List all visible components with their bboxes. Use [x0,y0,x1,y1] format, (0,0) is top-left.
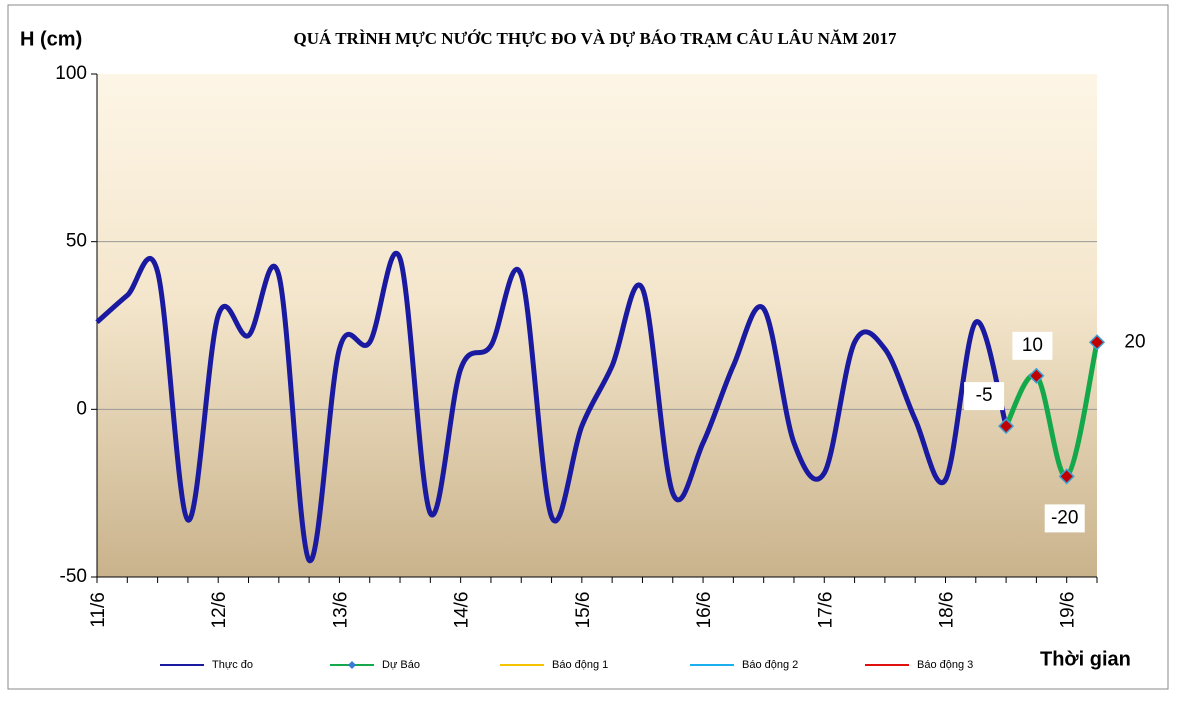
y-tick-label: 0 [76,398,87,419]
legend-label: Báo động 2 [742,659,798,671]
data-label-bg [964,382,1005,411]
y-axis-title: H (cm) [20,28,82,50]
y-tick-label: 100 [55,63,87,84]
point-marker [1088,334,1106,351]
data-label: -20 [1051,507,1078,528]
point-marker [1028,367,1045,384]
x-tick-label: 18/6 [937,592,958,629]
x-tick-label: 16/6 [694,592,715,629]
legend-label: Thực đo [212,659,253,671]
x-tick-label: 12/6 [209,592,230,629]
data-label: 10 [1022,335,1043,356]
x-tick-label: 17/6 [815,592,836,629]
x-axis-title: Thời gian [1040,648,1131,670]
legend-label: Dự Báo [382,659,420,671]
x-tick-label: 15/6 [573,592,594,629]
x-tick-label: 11/6 [88,592,109,628]
series-line [95,250,1009,563]
data-label-bg [1012,331,1053,360]
legend-label: Báo động 3 [917,659,973,671]
point-marker [998,418,1015,435]
plot-area [97,74,1097,577]
legend-marker [348,661,356,669]
y-tick-label: -50 [60,566,87,587]
data-label: 20 [1124,331,1145,352]
data-label: -5 [976,385,993,406]
point-marker [1058,468,1075,485]
data-label-bg [1115,328,1155,357]
data-label-bg [1044,504,1085,533]
x-tick-label: 13/6 [330,592,351,629]
legend-label: Báo động 1 [552,659,608,671]
series-line [1003,341,1100,479]
x-tick-label: 14/6 [452,592,473,629]
chart-title: QUÁ TRÌNH MỰC NƯỚC THỰC ĐO VÀ DỰ BÁO TRẠ… [293,29,897,48]
y-tick-label: 50 [66,231,87,252]
x-tick-label: 19/6 [1058,592,1079,629]
